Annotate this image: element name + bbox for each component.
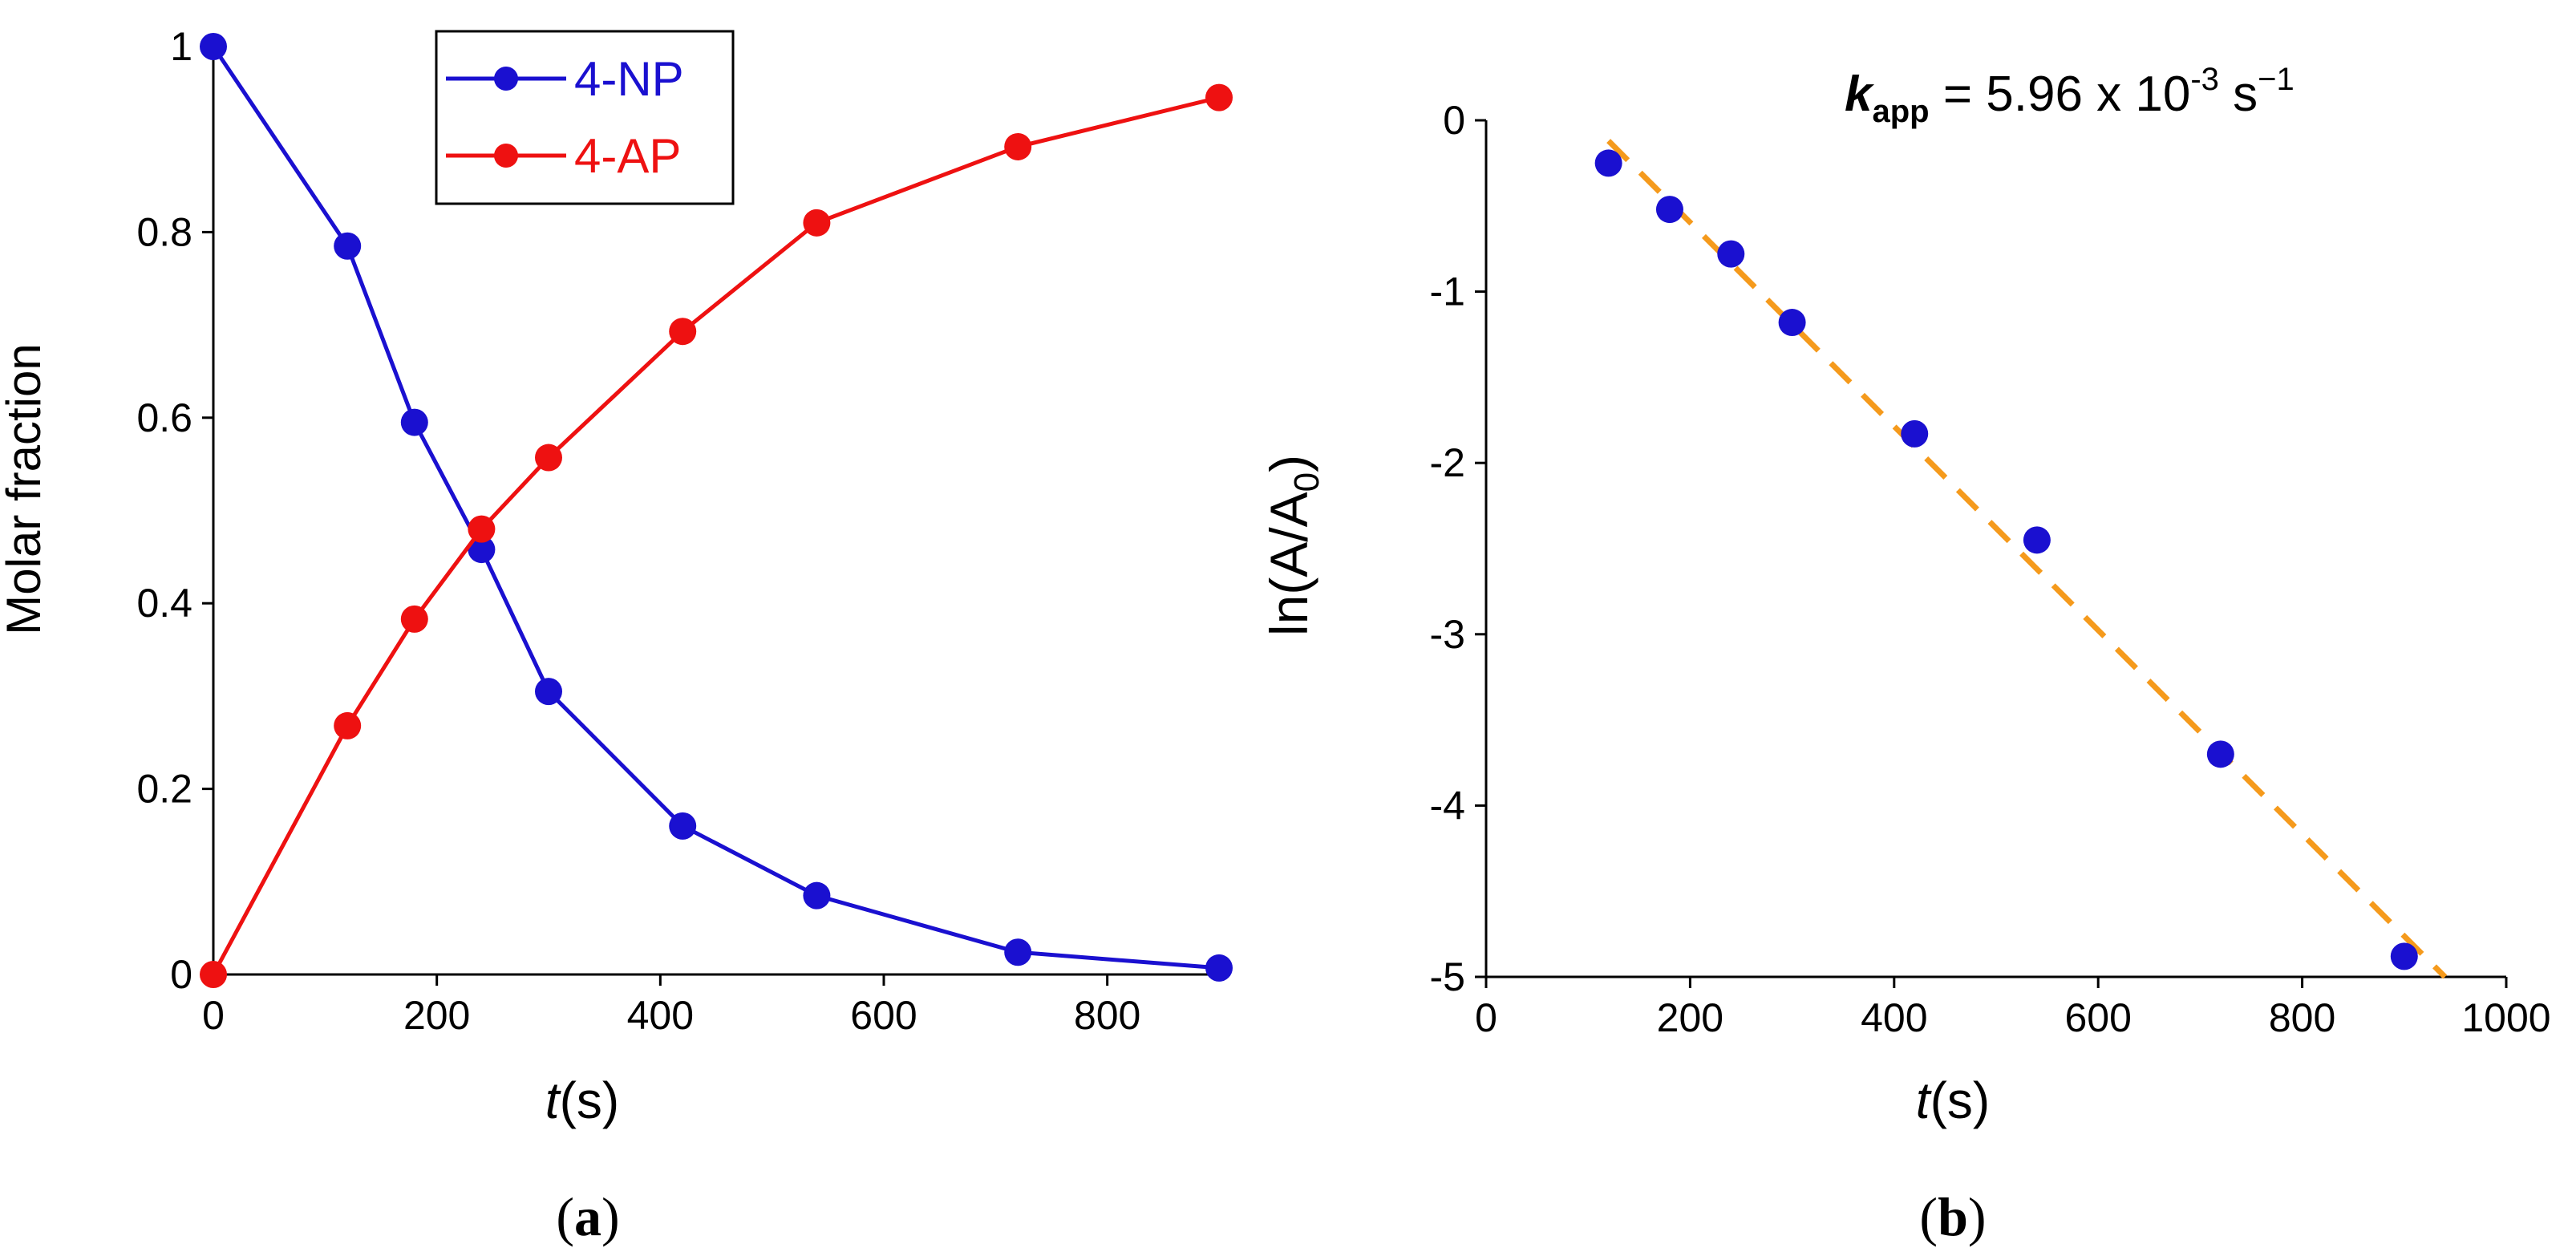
panel-a-x-ticks: 0 200 400 600 800	[202, 974, 1140, 1038]
legend-box	[435, 30, 735, 205]
data-point-data	[1778, 309, 1806, 337]
panel-b-y-axis-label: ln(A/A0)	[1259, 455, 1326, 636]
panel-a-caption-letter: a	[574, 1186, 601, 1247]
legend-marker-4-np	[494, 67, 518, 91]
data-point-4-ap	[1004, 132, 1032, 160]
y-tick-label: -1	[1430, 269, 1465, 314]
data-point-4-ap	[1205, 83, 1233, 111]
panel-b-x-label-rest: (s)	[1930, 1072, 1991, 1129]
panel-b-x-axis-label: t(s)	[1916, 1072, 1990, 1129]
y-tick-label: -3	[1430, 612, 1465, 657]
y-tick-label: 0.2	[136, 767, 192, 812]
data-point-4-ap	[535, 444, 562, 472]
data-point-4-np	[803, 881, 831, 910]
y-tick-label: 0.6	[136, 395, 192, 440]
legend-label-4-np: 4-NP	[574, 52, 684, 106]
legend-label-4-ap: 4-AP	[574, 129, 681, 183]
y-tick-label: 1	[170, 24, 192, 69]
x-tick-label: 800	[1074, 993, 1140, 1038]
data-point-data	[1594, 149, 1622, 177]
x-tick-label: 0	[202, 993, 225, 1038]
x-tick-label: 200	[1657, 995, 1723, 1040]
x-tick-label: 400	[1861, 995, 1927, 1040]
data-point-4-ap	[200, 961, 227, 988]
panel-a-x-axis-label: t(s)	[545, 1072, 619, 1129]
data-point-4-np	[1205, 954, 1233, 982]
panel-b: 0 200 400 600 800 1000 0-1-2-3-4-5 ln(A/A0) t…	[1259, 62, 2551, 1247]
panel-b-caption: (b)	[1919, 1186, 1986, 1247]
annotation-eq: = 5.96 x 10	[1930, 67, 2191, 122]
annotation-k-sub: app	[1872, 94, 1929, 129]
y-tick-label: 0	[1443, 98, 1465, 143]
panel-b-caption-letter: b	[1938, 1186, 1968, 1247]
data-point-4-np	[200, 33, 227, 60]
panel-b-y-label-main: ln(A/A	[1259, 492, 1318, 636]
data-point-4-ap	[400, 605, 428, 633]
data-point-data	[2023, 526, 2051, 554]
panel-b-y-ticks: 0 -1 -2 -3 -4 -5	[1430, 98, 1486, 999]
annotation-exp: -3	[2190, 62, 2219, 97]
data-point-4-np	[535, 678, 562, 706]
data-point-data	[1655, 196, 1683, 224]
y-tick-label: -2	[1430, 440, 1465, 485]
y-tick-label: -4	[1430, 783, 1465, 828]
data-point-4-ap	[334, 711, 362, 739]
x-tick-label: 200	[403, 993, 470, 1038]
data-point-4-ap	[803, 209, 831, 237]
annotation-k: k	[1845, 67, 1875, 122]
annotation-unit-exp: −1	[2258, 62, 2295, 97]
x-tick-label: 600	[850, 993, 917, 1038]
panel-a-x-label-italic: t	[545, 1072, 561, 1129]
data-point-4-np	[1004, 938, 1032, 966]
panel-a-x-label-rest: (s)	[560, 1072, 620, 1129]
panel-a-y-axis-label: Molar fraction	[0, 343, 51, 634]
x-tick-label: 800	[2269, 995, 2335, 1040]
data-point-4-np	[400, 408, 428, 436]
panel-a: 0 200 400 600 800 0 0.2 0.4 0.6 0.8 1 Molar fract…	[0, 24, 1233, 1247]
data-point-4-np	[334, 232, 362, 260]
data-point-4-ap	[669, 318, 697, 346]
y-tick-label: 0.4	[136, 581, 192, 626]
legend-marker-4-ap	[494, 144, 518, 168]
panel-b-y-label-sub: 0	[1287, 472, 1326, 492]
x-tick-label: 400	[627, 993, 694, 1038]
rate-constant-annotation: kapp = 5.96 x 10-3 s−1	[1845, 62, 2295, 129]
panel-a-series	[200, 33, 1233, 988]
panel-b-fit	[1606, 139, 2448, 979]
x-tick-label: 1000	[2461, 995, 2550, 1040]
data-point-data	[2390, 942, 2418, 970]
panel-a-y-ticks: 0 0.2 0.4 0.6 0.8 1	[136, 24, 213, 997]
panel-b-x-label-italic: t	[1916, 1072, 1932, 1129]
x-tick-label: 0	[1475, 995, 1497, 1040]
y-tick-label: 0.8	[136, 209, 192, 254]
panel-b-y-label-end: )	[1259, 455, 1318, 472]
y-tick-label: -5	[1430, 954, 1465, 999]
data-point-4-ap	[468, 515, 496, 543]
annotation-unit: s	[2219, 67, 2258, 122]
data-point-data	[1717, 240, 1745, 268]
data-point-4-np	[669, 812, 697, 840]
data-point-data	[2206, 740, 2234, 768]
legend: 4-NP 4-AP	[435, 30, 735, 205]
panel-a-caption: (a)	[556, 1186, 619, 1247]
x-tick-label: 600	[2064, 995, 2131, 1040]
y-tick-label: 0	[170, 952, 192, 997]
fit-line	[1606, 139, 2448, 979]
data-point-4-np	[468, 536, 496, 564]
panel-b-x-ticks: 0 200 400 600 800 1000	[1475, 977, 2551, 1040]
panel-b-series	[1594, 149, 2418, 970]
data-point-data	[1901, 419, 1929, 448]
